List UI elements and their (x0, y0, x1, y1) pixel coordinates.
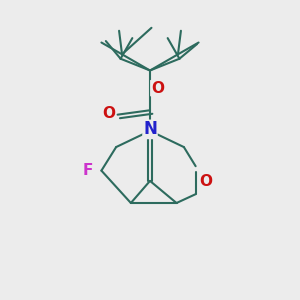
Text: F: F (83, 163, 93, 178)
Text: O: O (151, 81, 164, 96)
Text: O: O (200, 174, 212, 189)
Text: N: N (143, 120, 157, 138)
Text: O: O (102, 106, 115, 121)
